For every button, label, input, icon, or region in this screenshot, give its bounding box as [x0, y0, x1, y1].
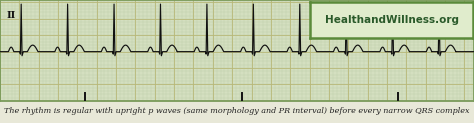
Text: HealthandWillness.org: HealthandWillness.org: [325, 15, 458, 25]
Text: The rhythm is regular with upright p waves (same morphology and PR interval) bef: The rhythm is regular with upright p wav…: [4, 108, 470, 115]
Text: II: II: [7, 11, 16, 20]
